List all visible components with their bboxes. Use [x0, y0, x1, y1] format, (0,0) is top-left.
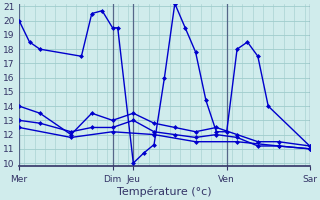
- X-axis label: Température (°c): Température (°c): [117, 187, 212, 197]
